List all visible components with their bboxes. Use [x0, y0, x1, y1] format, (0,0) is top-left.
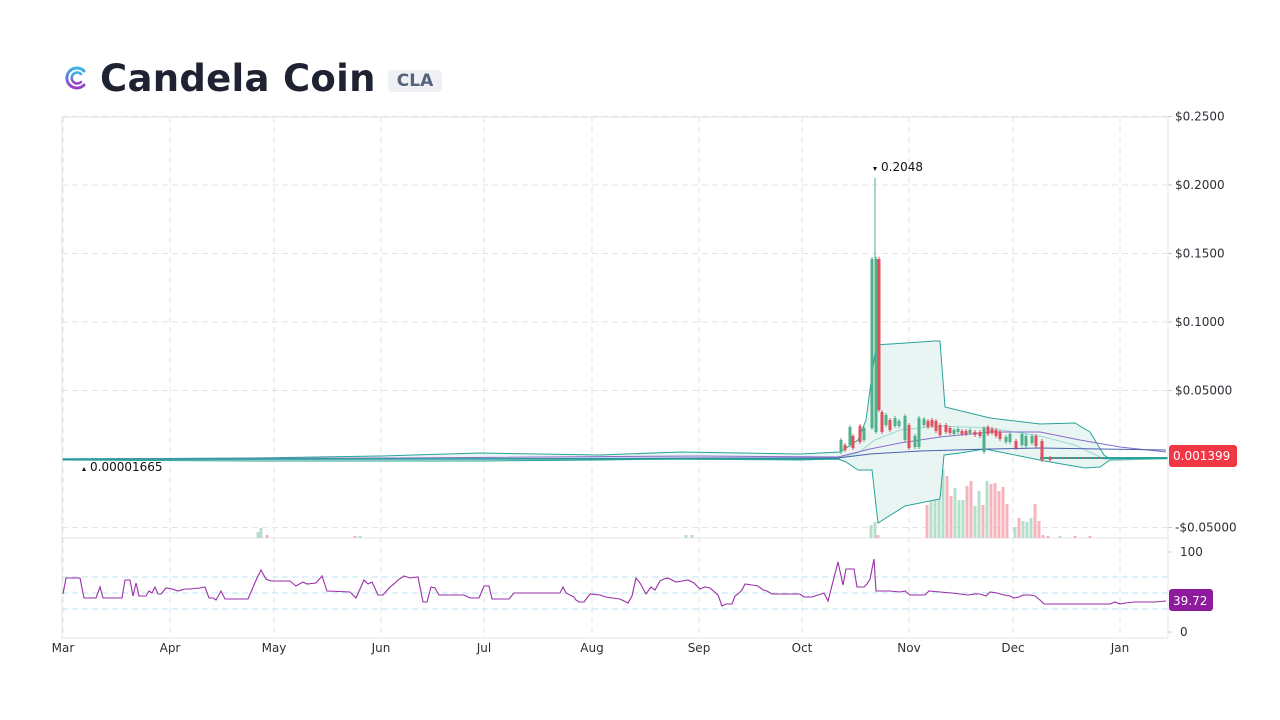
down-triangle-icon — [873, 167, 877, 171]
y-axis-label: $0.1000 — [1175, 315, 1225, 329]
y-axis-label: $0.2500 — [1175, 110, 1225, 124]
x-axis-label: Jul — [476, 641, 491, 655]
low-label: 0.00001665 — [90, 460, 163, 474]
candela-coin-logo-icon — [65, 66, 86, 90]
up-triangle-icon — [82, 467, 86, 471]
x-axis-label: Aug — [580, 641, 603, 655]
volume-bars — [256, 469, 1092, 538]
rsi-pane — [62, 558, 1167, 607]
x-axis-label: Jun — [371, 641, 391, 655]
rsi-value-badge: 39.72 — [1169, 589, 1213, 611]
last-price-value: 0.001399 — [1173, 449, 1230, 463]
x-axis-label: Nov — [897, 641, 920, 655]
axes: $0.2500 $0.2000 $0.1500 $0.1000 $0.05000 -$0.… — [52, 110, 1237, 656]
y-axis-label: $0.1500 — [1175, 247, 1225, 261]
candlesticks — [839, 178, 1105, 462]
x-axis-label: Dec — [1001, 641, 1024, 655]
bollinger-bands — [62, 340, 1169, 524]
x-axis-label: Jan — [1110, 641, 1130, 655]
x-axis-label: Apr — [160, 641, 181, 655]
x-axis-label: Sep — [688, 641, 711, 655]
high-annotation: 0.2048 — [873, 160, 923, 174]
rsi-axis-label: 100 — [1180, 545, 1203, 559]
last-price-badge: 0.001399 — [1169, 445, 1237, 467]
x-axis-label: May — [262, 641, 287, 655]
x-axis-label: Mar — [52, 641, 75, 655]
y-axis-label: -$0.05000 — [1175, 521, 1237, 535]
y-axis-label: $0.05000 — [1175, 384, 1232, 398]
grid-lines — [61, 116, 1169, 639]
rsi-value: 39.72 — [1173, 594, 1207, 608]
coin-title: Candela Coin — [100, 56, 376, 100]
rsi-axis-label: 0 — [1180, 625, 1188, 639]
high-label: 0.2048 — [881, 160, 923, 174]
low-annotation: 0.00001665 — [82, 460, 163, 474]
chart-header: Candela Coin CLA — [62, 56, 443, 100]
ticker-badge: CLA — [387, 70, 443, 92]
y-axis-label: $0.2000 — [1175, 178, 1225, 192]
x-axis-label: Oct — [792, 641, 813, 655]
